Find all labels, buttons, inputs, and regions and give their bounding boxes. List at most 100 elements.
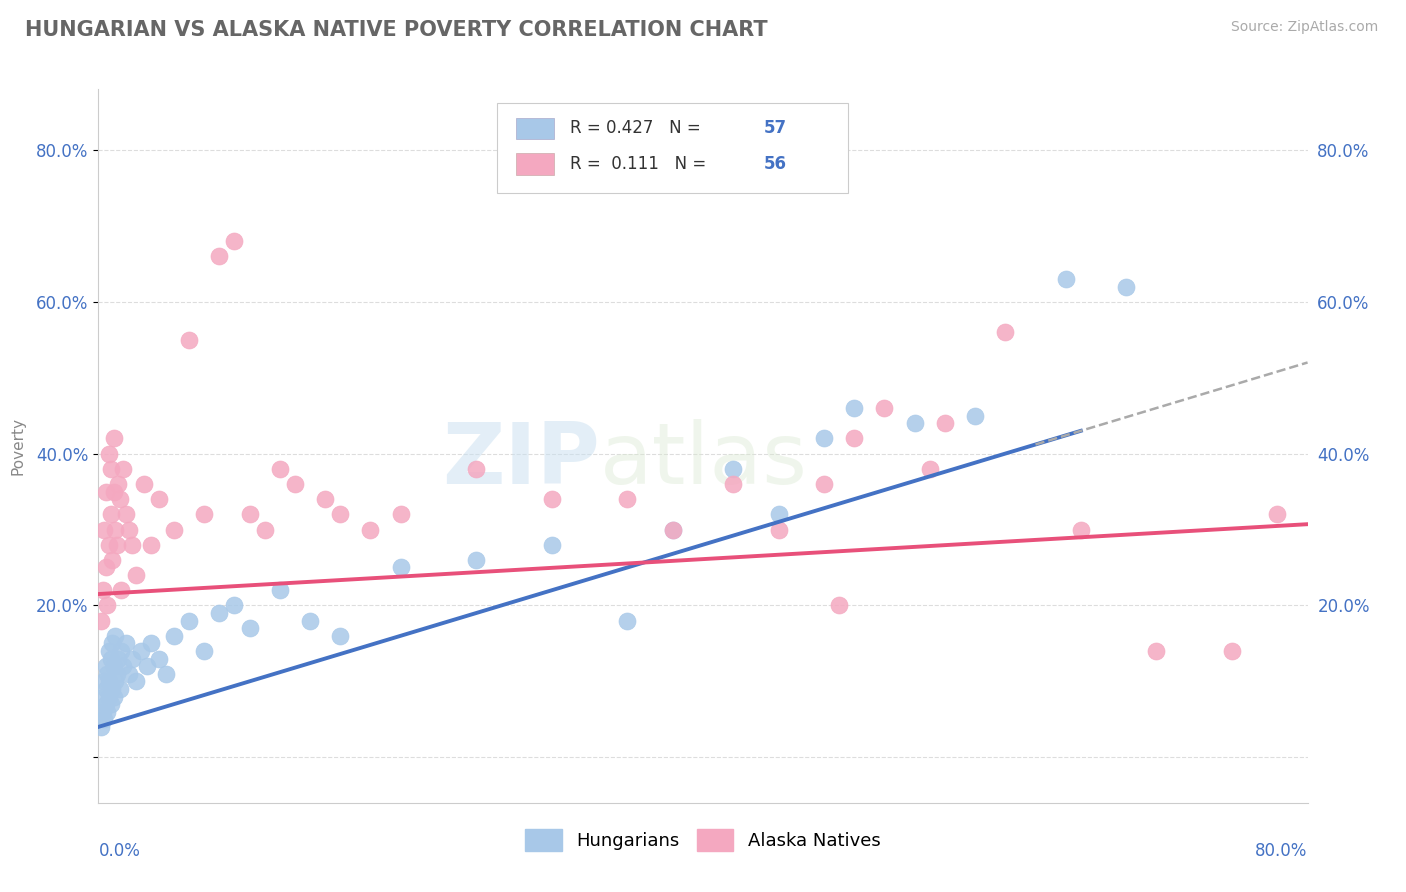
Point (1220, 644, 1243, 658)
Point (96, 599, 118, 613)
Point (98, 538, 121, 552)
Point (94, 659, 117, 673)
Point (299, 614, 322, 628)
Text: R = 0.427   N =: R = 0.427 N = (569, 120, 706, 137)
Point (661, 523, 683, 537)
Point (163, 629, 186, 643)
Point (360, 523, 382, 537)
Point (91, 705, 114, 719)
Point (329, 629, 352, 643)
Point (96, 666, 118, 681)
Point (108, 681, 131, 696)
Point (239, 621, 262, 635)
Point (107, 651, 129, 665)
Point (114, 636, 136, 650)
Point (125, 674, 148, 689)
Point (918, 462, 941, 476)
Point (98, 690, 121, 704)
Point (253, 523, 276, 537)
Point (389, 560, 412, 574)
Point (208, 249, 231, 263)
Point (828, 599, 851, 613)
Text: ZIP: ZIP (443, 418, 600, 502)
Text: R =  0.111   N =: R = 0.111 N = (569, 155, 711, 173)
Point (90, 614, 112, 628)
Point (104, 629, 127, 643)
Point (103, 431, 125, 445)
Legend: Hungarians, Alaska Natives: Hungarians, Alaska Natives (519, 822, 887, 858)
Point (269, 462, 291, 476)
Point (329, 508, 352, 522)
Point (91, 583, 114, 598)
Point (108, 492, 131, 507)
Point (873, 401, 896, 415)
Point (768, 508, 790, 522)
Point (93, 712, 115, 726)
Point (107, 477, 129, 491)
Point (93, 674, 115, 689)
Point (100, 462, 122, 476)
Point (114, 508, 136, 522)
Point (723, 477, 745, 491)
Point (101, 681, 124, 696)
Point (118, 523, 141, 537)
Point (904, 416, 927, 430)
Point (98, 644, 121, 658)
Point (994, 325, 1017, 339)
Point (91, 690, 114, 704)
Point (100, 508, 122, 522)
Point (148, 492, 170, 507)
Point (101, 636, 124, 650)
Point (934, 416, 956, 430)
Point (661, 523, 683, 537)
Point (224, 234, 246, 248)
Point (104, 523, 127, 537)
Point (100, 697, 122, 711)
Point (141, 636, 163, 650)
Point (103, 690, 125, 704)
Point (208, 606, 231, 620)
Text: 56: 56 (763, 155, 786, 173)
Text: Source: ZipAtlas.com: Source: ZipAtlas.com (1230, 20, 1378, 34)
Point (813, 477, 835, 491)
Point (1115, 279, 1137, 293)
Text: 80.0%: 80.0% (1256, 842, 1308, 860)
Point (813, 431, 835, 445)
Point (94, 560, 117, 574)
Point (111, 659, 134, 673)
Point (163, 523, 186, 537)
Point (118, 666, 141, 681)
Point (141, 538, 163, 552)
Point (110, 644, 132, 658)
Point (110, 583, 132, 598)
Point (100, 651, 122, 665)
Text: 57: 57 (763, 120, 786, 137)
Point (284, 477, 307, 491)
Point (148, 651, 170, 665)
Point (314, 492, 336, 507)
Point (104, 674, 127, 689)
Point (155, 666, 177, 681)
Point (723, 462, 745, 476)
Point (844, 401, 866, 415)
Point (193, 508, 215, 522)
Point (965, 409, 987, 423)
Point (103, 659, 125, 673)
Point (94, 697, 117, 711)
Point (98, 447, 121, 461)
FancyBboxPatch shape (498, 103, 848, 193)
Point (768, 523, 790, 537)
Point (96, 705, 118, 719)
Text: HUNGARIAN VS ALASKA NATIVE POVERTY CORRELATION CHART: HUNGARIAN VS ALASKA NATIVE POVERTY CORRE… (25, 20, 768, 39)
Point (105, 538, 128, 552)
Point (179, 333, 201, 347)
Point (98, 674, 121, 689)
Text: 0.0%: 0.0% (98, 842, 141, 860)
Point (540, 538, 562, 552)
Point (105, 666, 128, 681)
Point (616, 492, 638, 507)
Bar (516, 118, 554, 139)
Point (465, 553, 488, 567)
Text: atlas: atlas (600, 418, 808, 502)
Point (101, 553, 124, 567)
